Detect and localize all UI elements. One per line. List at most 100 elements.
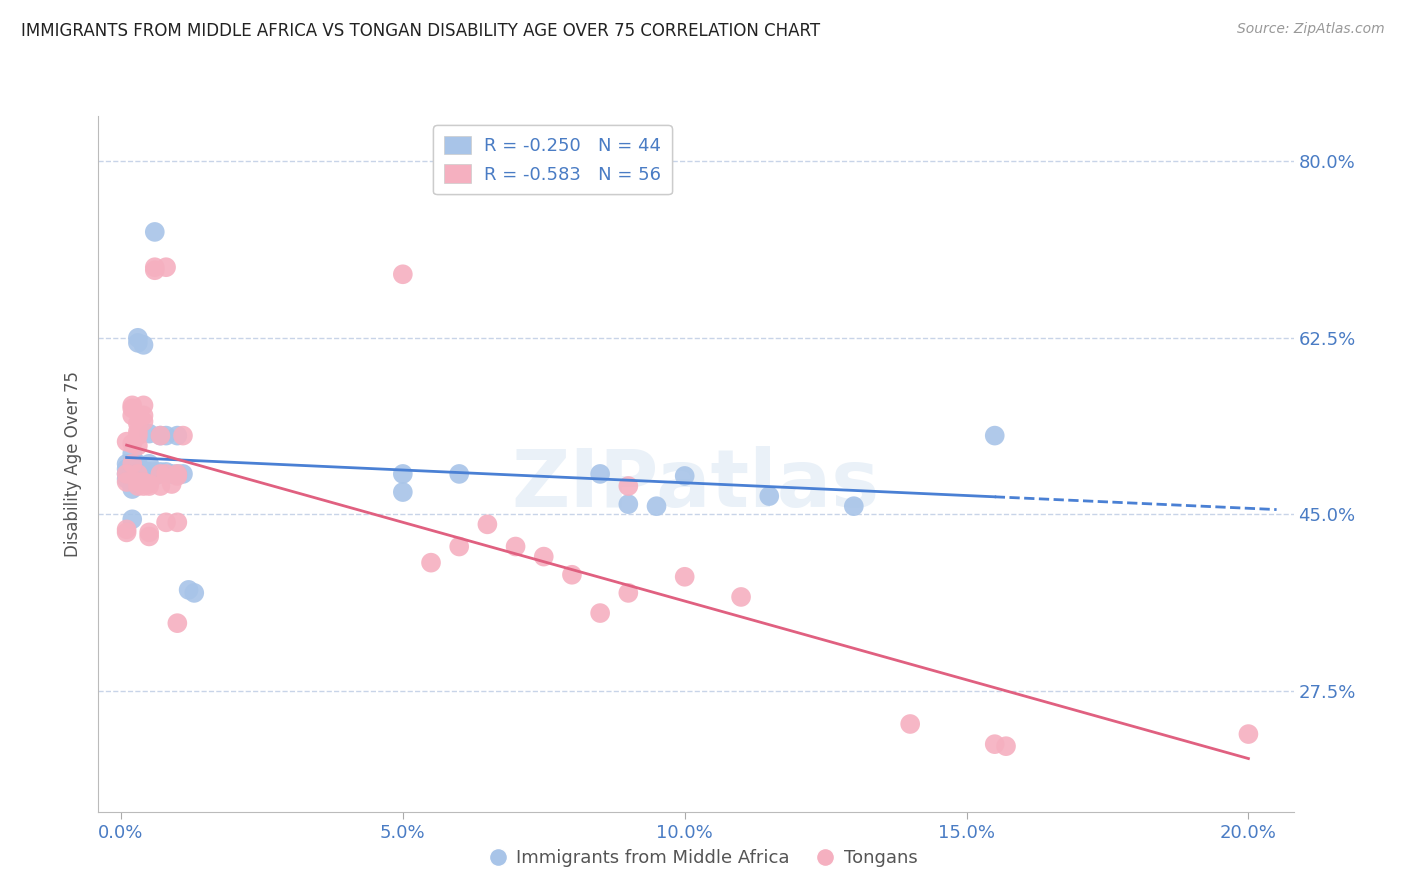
Point [166, 616, 188, 631]
Point [149, 479, 172, 493]
Point [132, 469, 155, 483]
Point [132, 415, 155, 429]
Point [589, 606, 612, 620]
Point [645, 499, 668, 513]
Point [673, 570, 696, 584]
Point [127, 475, 149, 489]
Point [155, 467, 177, 481]
Point [166, 516, 188, 530]
Point [984, 737, 1007, 751]
Point [758, 489, 780, 503]
Point [143, 465, 166, 479]
Point [449, 540, 471, 554]
Point [132, 409, 155, 423]
Point [673, 469, 696, 483]
Point [138, 475, 160, 489]
Point [138, 465, 160, 479]
Point [127, 467, 149, 481]
Point [121, 467, 143, 481]
Point [172, 467, 194, 481]
Point [143, 225, 166, 239]
Point [121, 401, 143, 416]
Point [143, 260, 166, 275]
Point [115, 434, 138, 449]
Point [155, 465, 177, 479]
Point [138, 426, 160, 441]
Point [121, 457, 143, 471]
Point [617, 586, 640, 600]
Point [115, 522, 138, 536]
Point [420, 556, 443, 570]
Point [127, 465, 149, 479]
Point [160, 467, 183, 481]
Point [183, 586, 205, 600]
Point [533, 549, 555, 564]
Point [138, 529, 160, 543]
Point [121, 482, 143, 496]
Point [121, 457, 143, 471]
Point [842, 499, 865, 513]
Point [132, 479, 155, 493]
Point [127, 428, 149, 442]
Point [155, 260, 177, 275]
Point [127, 331, 149, 345]
Point [1237, 727, 1260, 741]
Point [138, 525, 160, 540]
Point [115, 525, 138, 540]
Point [392, 467, 415, 481]
Point [477, 517, 499, 532]
Legend: Immigrants from Middle Africa, Tongans: Immigrants from Middle Africa, Tongans [481, 842, 925, 874]
Point [115, 467, 138, 481]
Point [127, 425, 149, 439]
Point [392, 267, 415, 281]
Point [149, 465, 172, 479]
Text: IMMIGRANTS FROM MIDDLE AFRICA VS TONGAN DISABILITY AGE OVER 75 CORRELATION CHART: IMMIGRANTS FROM MIDDLE AFRICA VS TONGAN … [21, 22, 820, 40]
Point [132, 465, 155, 479]
Point [115, 475, 138, 489]
Point [166, 467, 188, 481]
Point [392, 485, 415, 500]
Point [138, 477, 160, 491]
Point [160, 477, 183, 491]
Point [505, 540, 527, 554]
Point [143, 263, 166, 277]
Point [617, 497, 640, 511]
Point [127, 335, 149, 350]
Point [177, 582, 200, 597]
Point [127, 417, 149, 431]
Point [115, 457, 138, 471]
Point [132, 475, 155, 489]
Point [166, 469, 188, 483]
Point [132, 338, 155, 352]
Point [127, 475, 149, 489]
Point [132, 398, 155, 412]
Text: Source: ZipAtlas.com: Source: ZipAtlas.com [1237, 22, 1385, 37]
Point [155, 516, 177, 530]
Point [115, 467, 138, 481]
Point [149, 467, 172, 481]
Point [155, 428, 177, 442]
Point [984, 428, 1007, 442]
Point [121, 512, 143, 526]
Point [138, 479, 160, 493]
Point [995, 739, 1018, 754]
Point [730, 590, 752, 604]
Point [121, 447, 143, 461]
Y-axis label: Disability Age Over 75: Disability Age Over 75 [65, 371, 83, 557]
Point [115, 472, 138, 486]
Point [127, 457, 149, 471]
Point [149, 428, 172, 442]
Point [121, 436, 143, 450]
Point [172, 428, 194, 442]
Point [149, 428, 172, 442]
Point [617, 479, 640, 493]
Point [143, 469, 166, 483]
Point [166, 467, 188, 481]
Point [138, 457, 160, 471]
Point [121, 409, 143, 423]
Point [115, 462, 138, 476]
Point [121, 398, 143, 412]
Text: ZIPatlas: ZIPatlas [512, 446, 880, 524]
Point [589, 467, 612, 481]
Point [127, 479, 149, 493]
